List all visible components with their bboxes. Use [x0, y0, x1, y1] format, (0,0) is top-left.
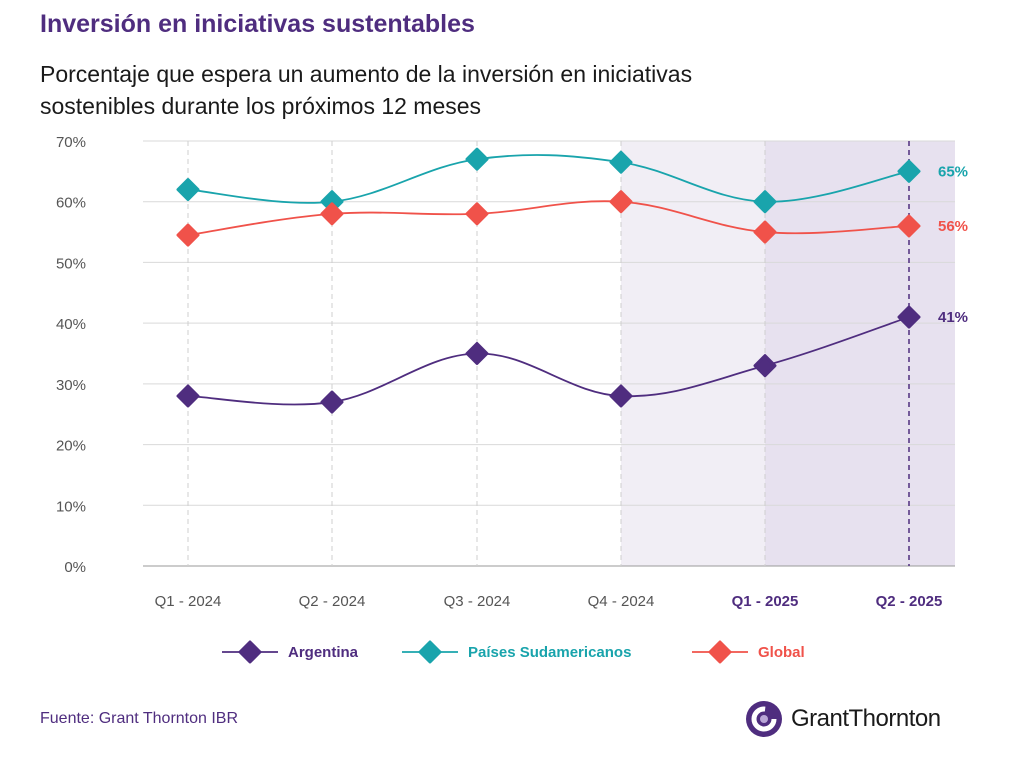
y-tick-label: 0%: [64, 559, 86, 576]
highlight-region: [765, 141, 955, 566]
data-point-sudamerica: [609, 150, 633, 174]
data-point-global: [176, 223, 200, 247]
y-tick-label: 50%: [56, 255, 86, 272]
data-point-argentina: [320, 390, 344, 414]
source-note: Fuente: Grant Thornton IBR: [40, 710, 239, 727]
legend-marker-argentina: [238, 640, 262, 664]
y-tick-label: 30%: [56, 377, 86, 394]
data-point-argentina: [897, 305, 921, 329]
x-tick-label: Q1 - 2024: [155, 593, 222, 610]
legend-label-argentina: Argentina: [288, 644, 359, 661]
y-tick-label: 60%: [56, 195, 86, 212]
x-tick-label: Q3 - 2024: [444, 593, 511, 610]
data-point-sudamerica: [176, 178, 200, 202]
series-line-sudamerica: [187, 154, 910, 204]
y-tick-label: 40%: [56, 316, 86, 333]
data-point-global: [753, 220, 777, 244]
data-point-argentina: [465, 342, 489, 365]
data-point-global: [609, 190, 633, 214]
chart-subtitle: Porcentaje que espera un aumento de la i…: [40, 61, 693, 119]
data-point-sudamerica: [897, 159, 921, 183]
data-point-sudamerica: [753, 190, 777, 214]
end-label-sudamerica: 65%: [938, 163, 968, 180]
legend-marker-sudamerica: [418, 640, 442, 664]
data-point-global: [897, 214, 921, 238]
y-tick-label: 70%: [56, 134, 86, 151]
data-point-global: [320, 202, 344, 226]
series-line-argentina: [187, 316, 910, 406]
grant-thornton-logo: GrantThornton: [745, 698, 941, 740]
x-tick-label: Q2 - 2025: [876, 593, 943, 610]
line-chart: 0% 10% 20% 30% 40% 50% 60% 70% Q1 - 2024 Q2 - 202…: [56, 134, 968, 664]
data-point-global: [465, 202, 489, 226]
x-tick-label: Q1 - 2025: [732, 593, 799, 610]
end-label-global: 56%: [938, 218, 968, 235]
chart-title: Inversión en iniciativas sustentables: [40, 10, 475, 38]
y-tick-label: 10%: [56, 498, 86, 515]
y-tick-label: 20%: [56, 438, 86, 455]
x-tick-label: Q4 - 2024: [588, 593, 655, 610]
data-point-argentina: [176, 384, 200, 408]
grant-thornton-logo-icon: [746, 701, 782, 737]
logo-wordmark: GrantThornton: [791, 705, 941, 732]
legend-label-sudamerica: Países Sudamericanos: [468, 644, 631, 661]
data-point-sudamerica: [465, 147, 489, 171]
legend-marker-global: [708, 640, 732, 664]
end-label-argentina: 41%: [938, 309, 968, 326]
data-point-argentina: [609, 384, 633, 408]
x-tick-label: Q2 - 2024: [299, 593, 366, 610]
series-line-global: [187, 200, 910, 236]
legend-label-global: Global: [758, 644, 805, 661]
data-point-argentina: [753, 354, 777, 378]
